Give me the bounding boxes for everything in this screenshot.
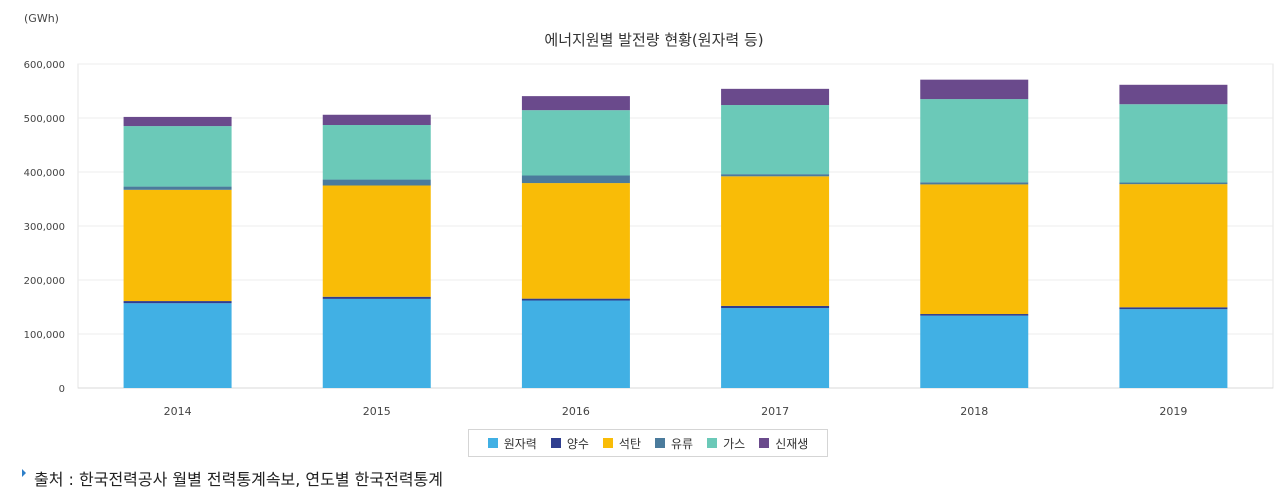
x-tick-label: 2019 xyxy=(1159,405,1187,418)
stacked-bar-chart: (GWh) 에너지원별 발전량 현황(원자력 등) 0 100,000 200,000 3… xyxy=(24,12,1274,418)
legend-item: 가스 xyxy=(707,435,745,452)
legend-label: 유류 xyxy=(671,436,694,451)
bar-2015-series-3 xyxy=(322,179,431,186)
bullet-icon xyxy=(22,469,26,477)
legend-label: 석탄 xyxy=(618,436,641,451)
bar-2015-series-2 xyxy=(322,185,431,297)
x-tick-label: 2014 xyxy=(164,405,192,418)
bar-2018-series-5 xyxy=(920,79,1029,100)
legend-swatch xyxy=(707,438,718,448)
bar-2019-series-4 xyxy=(1119,104,1228,183)
bar-2014-series-4 xyxy=(123,126,232,187)
bar-2015-series-1 xyxy=(322,296,431,299)
x-tick-label: 2017 xyxy=(761,405,789,418)
bar-2018-series-0 xyxy=(920,315,1029,388)
bar-2016-series-0 xyxy=(521,300,630,388)
source-note: 출처 : 한국전력공사 월별 전력통계속보, 연도별 한국전력통계 xyxy=(22,466,443,490)
bar-2019-series-0 xyxy=(1119,309,1228,388)
bar-2018-series-3 xyxy=(920,182,1029,185)
bar-2018-series-4 xyxy=(920,99,1029,183)
legend-item: 양수 xyxy=(550,435,589,452)
bar-2019-series-1 xyxy=(1119,307,1228,310)
y-tick-label: 300,000 xyxy=(24,222,65,233)
bar-2016-series-3 xyxy=(521,175,630,184)
bar-2014-series-5 xyxy=(123,116,232,127)
bar-2017-series-2 xyxy=(721,176,830,306)
unit-label: (GWh) xyxy=(24,12,59,25)
x-tick-label: 2018 xyxy=(960,405,988,418)
legend-label: 원자력 xyxy=(503,436,537,451)
legend-swatch xyxy=(759,438,770,448)
bar-2017-series-5 xyxy=(721,88,830,106)
chart-legend: 원자력 양수 석탄 유류 가스 신재생 xyxy=(468,429,828,457)
legend-swatch xyxy=(602,438,613,448)
bar-2015-series-4 xyxy=(322,125,431,180)
legend-label: 신재생 xyxy=(775,436,809,451)
legend-label: 양수 xyxy=(566,436,589,451)
bar-2016-series-5 xyxy=(521,96,630,111)
source-text: 출처 : 한국전력공사 월별 전력통계속보, 연도별 한국전력통계 xyxy=(34,470,443,489)
bar-2019-series-3 xyxy=(1119,182,1228,185)
y-tick-label: 0 xyxy=(59,384,65,395)
bar-2019-series-2 xyxy=(1119,184,1228,308)
legend-item: 신재생 xyxy=(759,435,808,452)
legend-label: 가스 xyxy=(723,436,746,451)
bar-2016-series-2 xyxy=(521,183,630,299)
bar-2018-series-2 xyxy=(920,184,1029,315)
bar-2017-series-0 xyxy=(721,308,830,388)
bar-2014-series-1 xyxy=(123,301,232,304)
y-tick-label: 600,000 xyxy=(24,60,65,71)
chart-title: 에너지원별 발전량 현황(원자력 등) xyxy=(544,31,763,49)
legend-swatch xyxy=(655,438,665,448)
bar-2018-series-1 xyxy=(920,314,1029,316)
bar-2016-series-1 xyxy=(521,298,630,301)
legend-item: 원자력 xyxy=(487,435,537,452)
bar-2014-series-3 xyxy=(123,186,232,190)
legend-item: 석탄 xyxy=(602,435,641,452)
bar-2014-series-2 xyxy=(123,189,232,302)
y-tick-label: 100,000 xyxy=(24,330,65,341)
y-tick-label: 400,000 xyxy=(24,168,65,179)
legend-swatch xyxy=(550,438,561,448)
bar-2015-series-5 xyxy=(322,114,431,126)
legend-item: 유류 xyxy=(655,435,693,452)
legend-swatch xyxy=(487,438,498,448)
bar-2017-series-4 xyxy=(721,105,830,175)
bar-2017-series-3 xyxy=(721,174,830,177)
bar-2019-series-5 xyxy=(1119,84,1228,105)
x-tick-label: 2016 xyxy=(562,405,590,418)
x-tick-label: 2015 xyxy=(363,405,391,418)
bar-2015-series-0 xyxy=(322,298,431,388)
bar-2017-series-1 xyxy=(721,305,830,309)
bar-2016-series-4 xyxy=(521,110,630,176)
y-tick-label: 500,000 xyxy=(24,114,65,125)
y-tick-label: 200,000 xyxy=(24,276,65,287)
bar-2014-series-0 xyxy=(123,303,232,388)
